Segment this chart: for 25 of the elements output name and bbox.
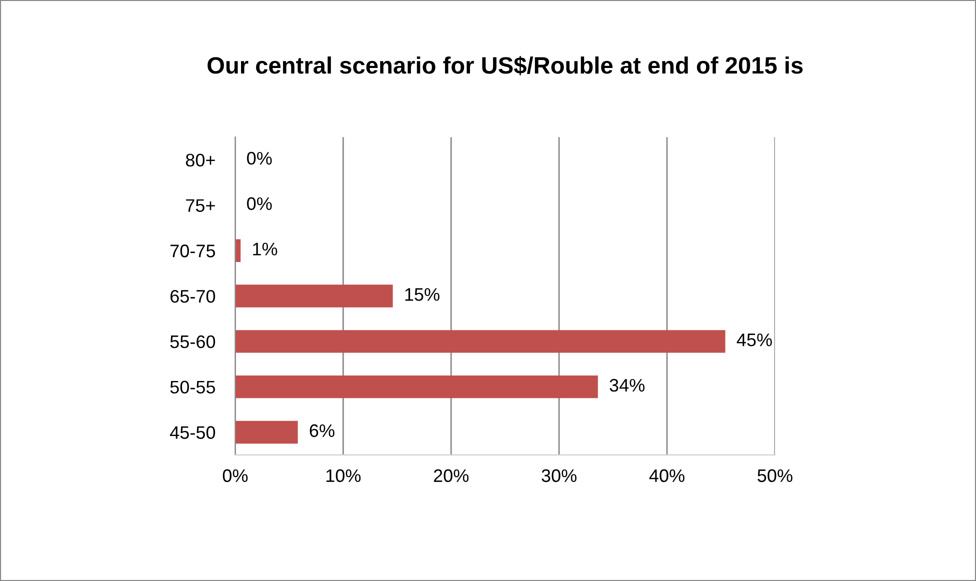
x-tick-label: 50% (758, 469, 792, 482)
y-tick-label: 55-60 (170, 335, 216, 348)
x-tick-label: 20% (434, 469, 469, 482)
x-tick-label: 10% (326, 469, 361, 482)
data-label: 0% (247, 152, 272, 165)
data-label: 34% (610, 378, 645, 392)
y-tick-label: 75+ (186, 199, 215, 212)
y-tick-label: 50-55 (170, 380, 216, 394)
bar (235, 375, 598, 398)
x-tick-label: 0% (222, 469, 248, 482)
bar (235, 420, 298, 444)
data-label: 1% (253, 242, 278, 256)
y-tick-label: 80+ (186, 154, 215, 167)
x-tick-label: 30% (542, 469, 576, 482)
y-tick-label: 70-75 (170, 244, 216, 258)
data-label: 0% (247, 197, 272, 210)
bar (235, 284, 393, 308)
data-label: 45% (736, 334, 772, 346)
y-tick-label: 65-70 (170, 290, 216, 303)
y-tick-label: 45-50 (170, 426, 216, 439)
chart-title: Our central scenario for US$/Rouble at end of 2015 is (208, 56, 803, 76)
x-tick-label: 40% (649, 469, 684, 482)
bar (235, 330, 726, 353)
data-label: 15% (405, 288, 440, 301)
data-label: 6% (310, 424, 334, 438)
